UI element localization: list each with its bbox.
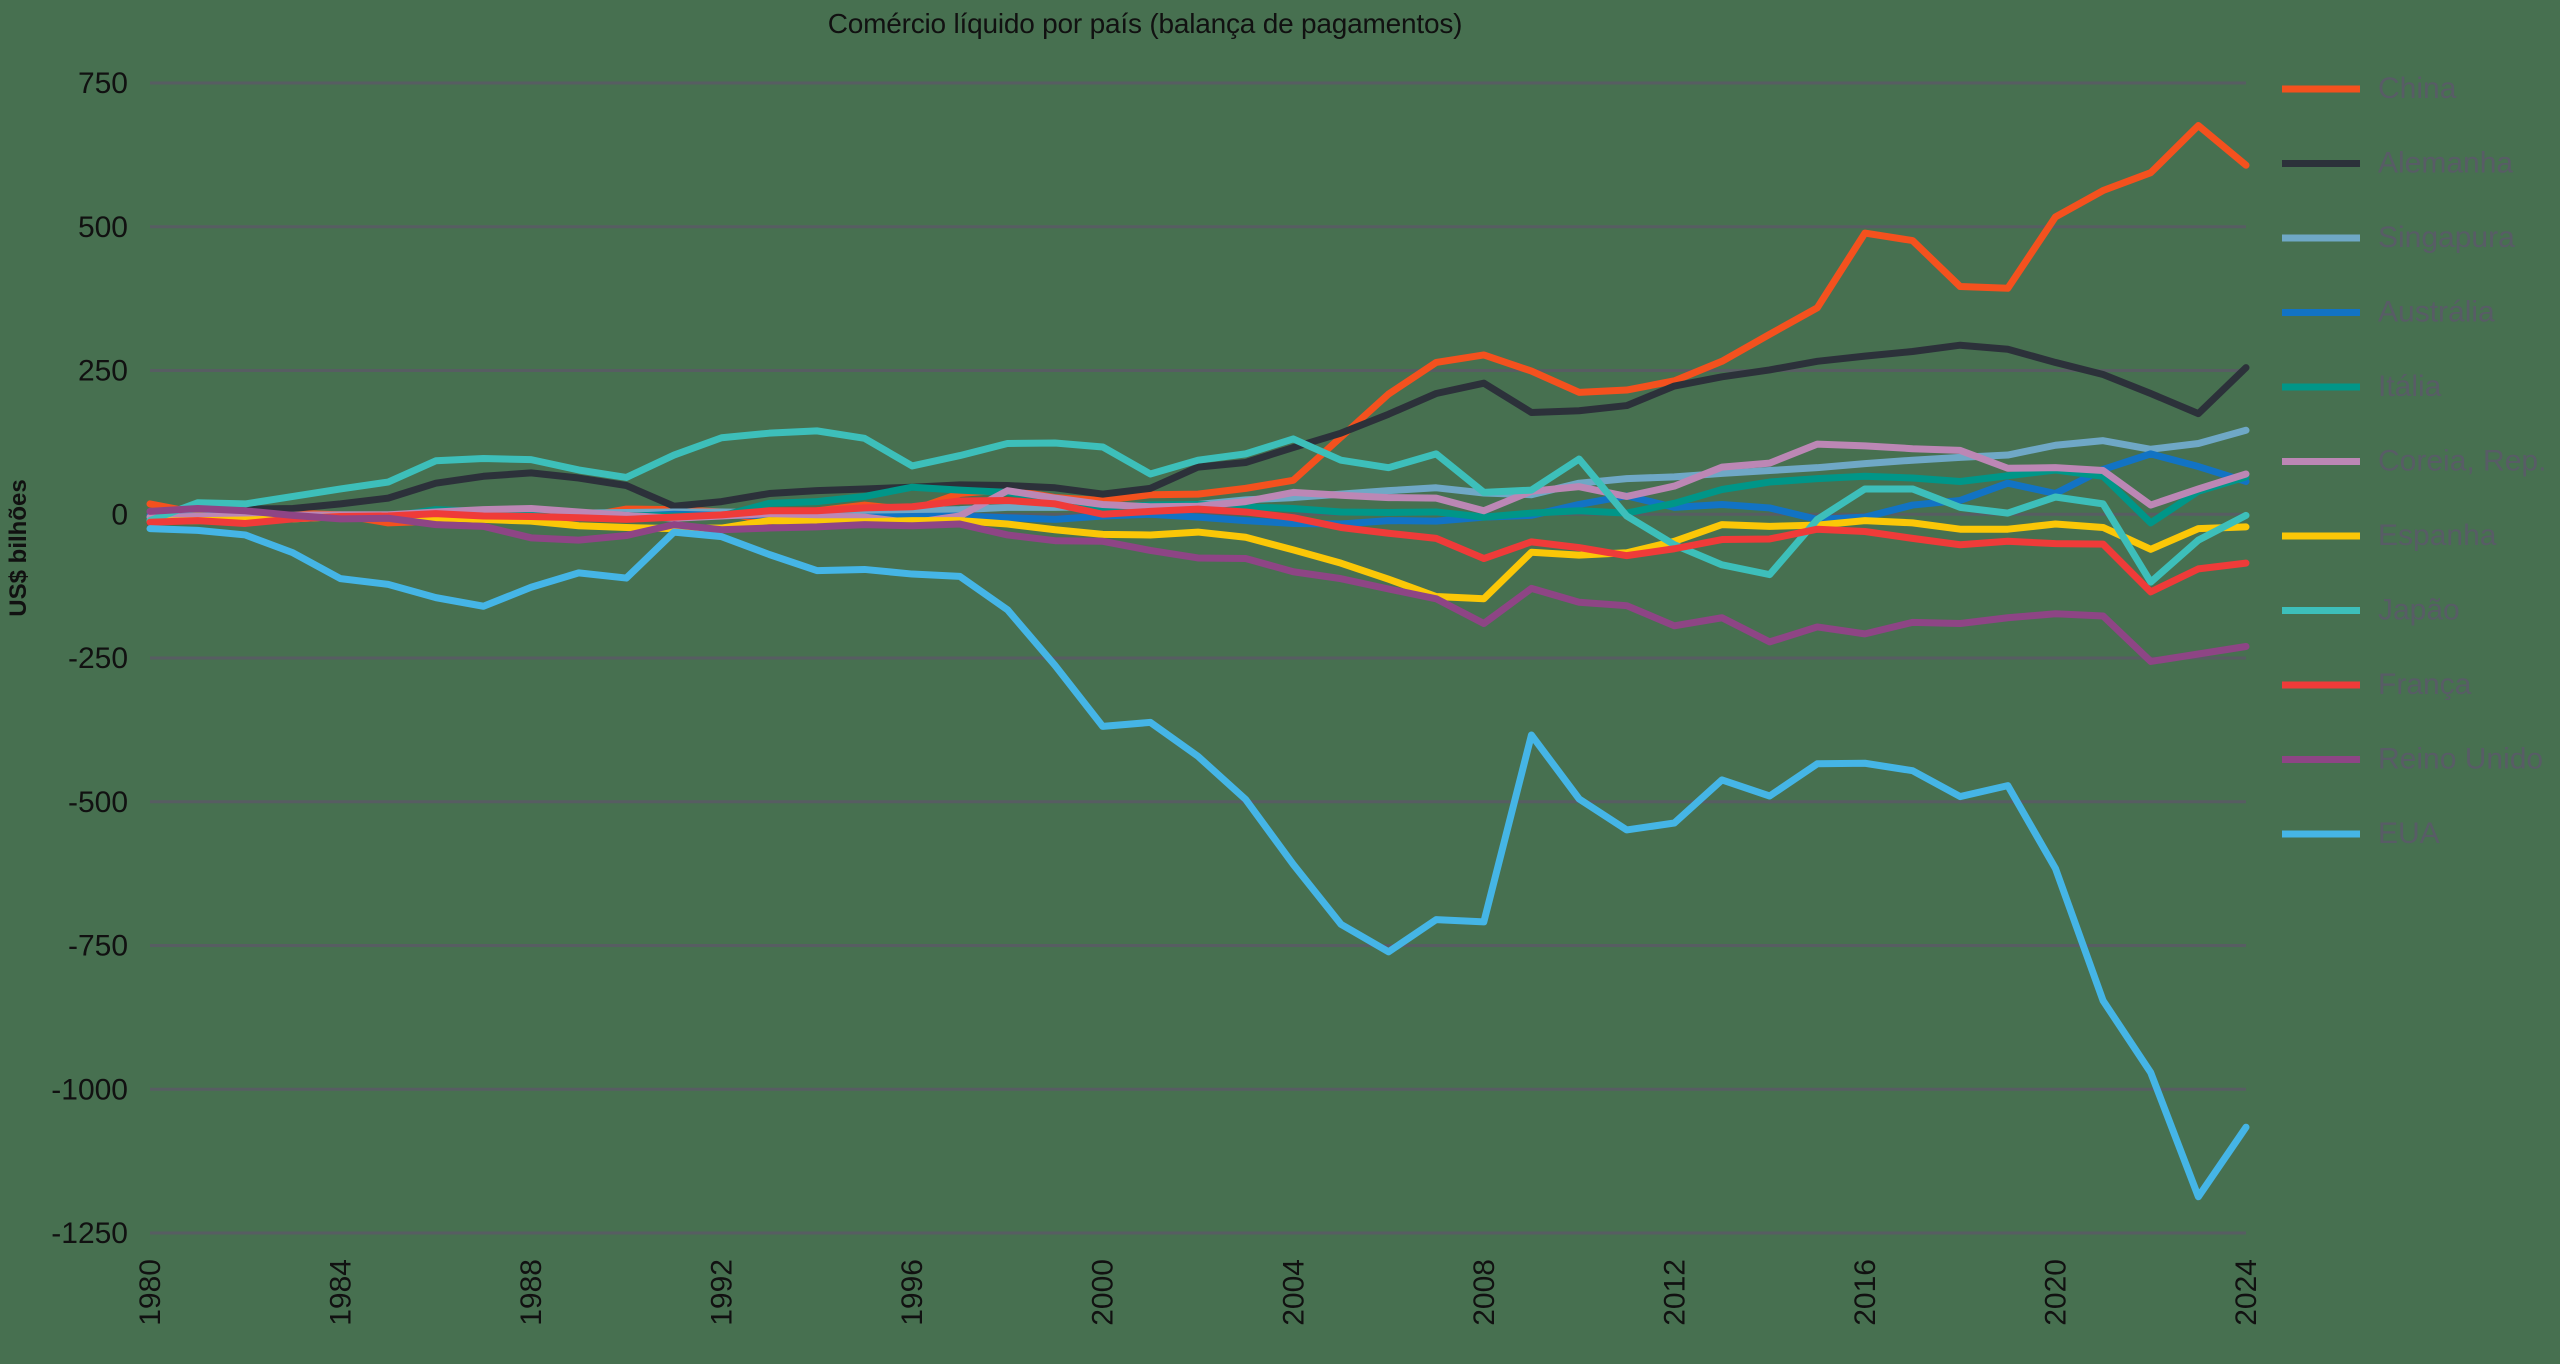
x-axis-tick-labels: 1980 1984 1988 1992 1996 2000 2004 2008 2012 2016… — [134, 1259, 2263, 1326]
series-line-fran-a — [146, 496, 2250, 596]
x-axis-tick-label: 1988 — [515, 1259, 548, 1326]
series-line-jap-o — [146, 427, 2250, 586]
y-axis-title: US$ bilhões — [5, 479, 32, 616]
legend-label-singapura[interactable]: Singapura — [2378, 221, 2515, 254]
x-axis-tick-label: 2008 — [1468, 1259, 1501, 1326]
x-axis-tick-label: 2020 — [2039, 1259, 2072, 1326]
y-axis-title-group: US$ bilhões — [5, 479, 32, 616]
legend-label-alemanha[interactable]: Alemanha — [2378, 146, 2513, 179]
legend[interactable]: China Alemanha Singapura Austrália Itália Cor… — [2282, 72, 2546, 850]
legend-label-fran-a[interactable]: França — [2378, 668, 2472, 701]
x-axis-tick-label: 1984 — [325, 1259, 358, 1326]
legend-label-espanha[interactable]: Espanha — [2378, 519, 2497, 552]
legend-label-coreia-rep[interactable]: Coreia, Rep. — [2378, 444, 2546, 477]
chart-title: Comércio líquido por país (balança de pa… — [827, 8, 1463, 39]
x-axis-tick-label: 2012 — [1658, 1259, 1691, 1326]
x-axis-tick-label: 2016 — [1849, 1259, 1882, 1326]
y-axis-tick-label: -1000 — [51, 1073, 128, 1106]
x-axis-tick-label: 1992 — [706, 1259, 739, 1326]
series-line-espanha — [146, 513, 2250, 603]
data-series-group — [146, 122, 2250, 1201]
y-axis-tick-label: 250 — [78, 355, 128, 388]
series-line-eua — [146, 525, 2250, 1201]
y-axis-tick-labels: 750 500 250 0 -250 -500 -750 -1000 -1250 — [51, 67, 128, 1250]
legend-label-austr-lia[interactable]: Austrália — [2378, 295, 2495, 328]
y-axis-tick-label: 500 — [78, 211, 128, 244]
x-axis-tick-label: 2000 — [1087, 1259, 1120, 1326]
y-axis-tick-label: 750 — [78, 67, 128, 100]
series-line-reino-unido — [146, 505, 2250, 665]
x-axis-tick-label: 2004 — [1277, 1259, 1310, 1326]
legend-label-jap-o[interactable]: Japão — [2378, 593, 2460, 626]
x-axis-tick-label: 2024 — [2230, 1259, 2263, 1326]
legend-label-china[interactable]: China — [2378, 72, 2457, 105]
y-axis-tick-label: -500 — [68, 786, 128, 819]
y-axis-tick-label: -250 — [68, 642, 128, 675]
legend-label-reino-unido[interactable]: Reino Unido — [2378, 742, 2543, 775]
x-axis-tick-label: 1996 — [896, 1259, 929, 1326]
x-axis-tick-label: 1980 — [134, 1259, 167, 1326]
y-axis-tick-label: -750 — [68, 930, 128, 963]
y-axis-tick-label: -1250 — [51, 1217, 128, 1250]
legend-label-eua[interactable]: EUA — [2378, 817, 2440, 850]
series-line-alemanha — [146, 341, 2250, 526]
y-axis-tick-label: 0 — [111, 498, 128, 531]
legend-label-it-lia[interactable]: Itália — [2378, 370, 2442, 403]
